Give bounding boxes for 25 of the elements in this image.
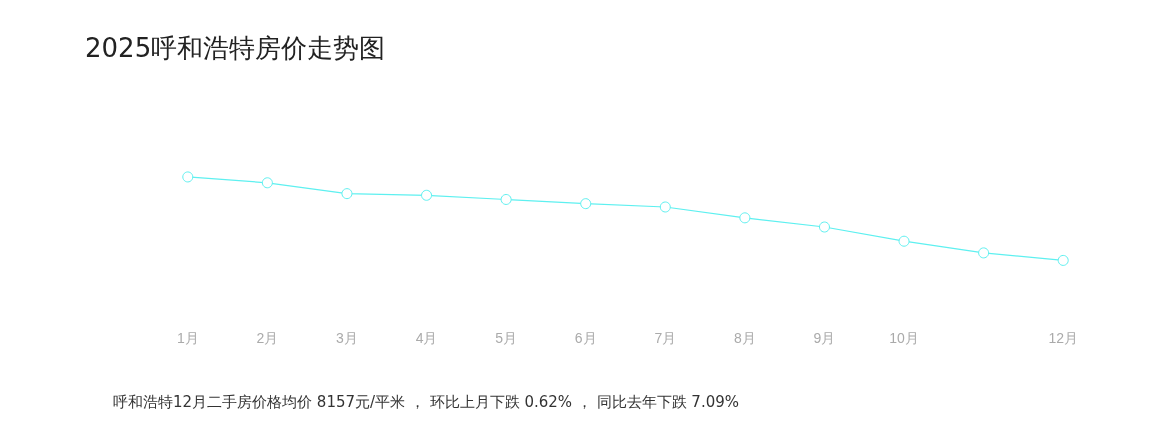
point xyxy=(818,221,830,233)
point xyxy=(739,212,751,224)
point xyxy=(182,171,194,183)
point xyxy=(580,198,592,210)
x-tick-label: 10月 xyxy=(889,330,919,346)
point xyxy=(659,201,671,213)
x-tick-label: 6月 xyxy=(574,330,597,346)
x-tick-label: 4月 xyxy=(415,330,438,346)
x-tick-label: 1月 xyxy=(176,330,199,346)
text: 呼和浩特12月二手房价格均价 8157元/平米 ， 环比上月下跌 0.62% ， 同比去年下跌 7.09% xyxy=(113,392,739,411)
point xyxy=(341,188,353,200)
point xyxy=(1057,254,1069,266)
chart-title: 2025呼和浩特房价走势图 xyxy=(85,33,386,63)
x-tick-label: 9月 xyxy=(813,330,836,346)
point xyxy=(978,247,990,259)
x-tick-label: 5月 xyxy=(495,330,518,346)
x-tick-label: 7月 xyxy=(654,330,677,346)
x-tick-label: 8月 xyxy=(733,330,756,346)
point xyxy=(500,193,512,205)
point xyxy=(261,177,273,189)
x-tick-label: 12月 xyxy=(1048,330,1078,346)
x-tick-label: 2月 xyxy=(256,330,279,346)
point xyxy=(898,235,910,247)
x-tick-label: 3月 xyxy=(336,330,358,346)
point xyxy=(421,189,433,201)
